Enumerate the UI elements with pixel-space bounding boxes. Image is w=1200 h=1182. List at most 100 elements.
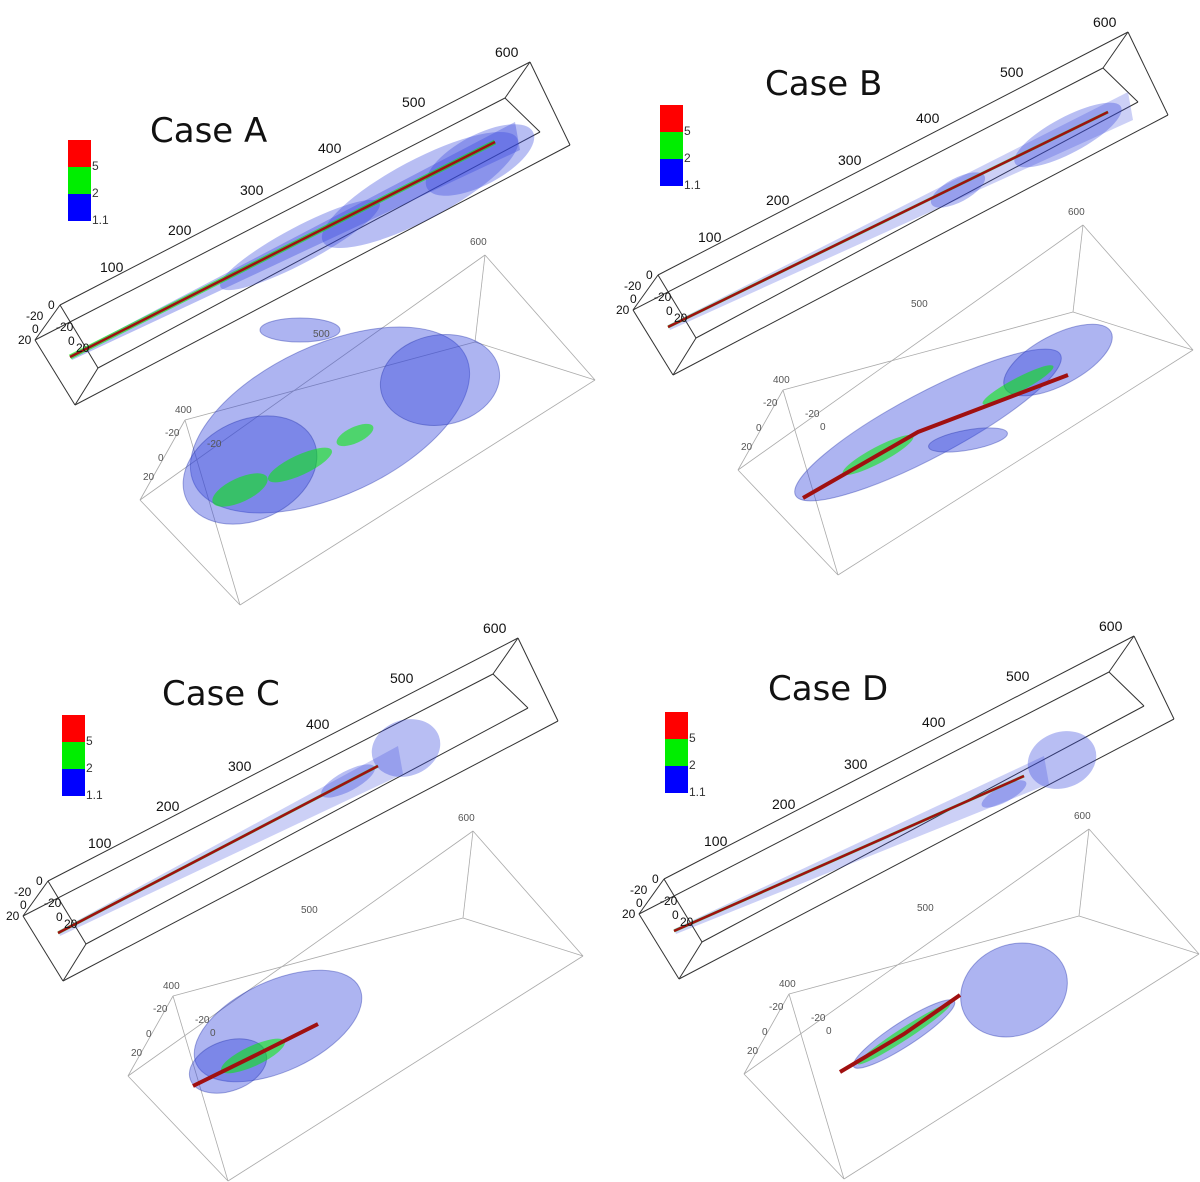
box-edge bbox=[657, 274, 697, 339]
isosurface-high bbox=[69, 140, 496, 359]
axis-tick-label: 0 bbox=[630, 292, 637, 306]
case-title: Case D bbox=[768, 669, 888, 709]
axis-tick-label: 600 bbox=[495, 44, 519, 60]
isosurface-mid bbox=[336, 423, 374, 447]
color-legend: 521.1 bbox=[62, 715, 103, 802]
axis-tick-label: -20 bbox=[763, 398, 778, 409]
box-edge bbox=[34, 304, 61, 341]
box-edge bbox=[638, 878, 665, 915]
axis-tick-label: 100 bbox=[100, 259, 124, 275]
axis-tick-label: 200 bbox=[156, 798, 180, 814]
axis-tick-label: 200 bbox=[168, 222, 192, 238]
axis-tick-label: 20 bbox=[64, 917, 78, 931]
box-edge bbox=[492, 637, 519, 675]
axis-tick-label: 20 bbox=[18, 333, 32, 347]
axis-tick-label: -20 bbox=[811, 1013, 826, 1024]
box-edge bbox=[172, 917, 464, 997]
lower-plume bbox=[794, 323, 1113, 502]
axis-tick-label: 500 bbox=[1006, 668, 1030, 684]
upper-box bbox=[22, 637, 559, 982]
box-edge bbox=[74, 144, 571, 406]
box-edge bbox=[1133, 635, 1175, 720]
lower-box bbox=[127, 830, 584, 1182]
box-edge bbox=[227, 955, 584, 1182]
axis-tick-label: 0 bbox=[210, 1028, 216, 1039]
box-edge bbox=[474, 341, 596, 381]
axis-tick-label: 400 bbox=[773, 375, 790, 386]
axis-tick-label: 100 bbox=[88, 835, 112, 851]
box-edge bbox=[1072, 224, 1084, 313]
isosurface-low bbox=[259, 317, 341, 343]
box-edge bbox=[462, 917, 584, 957]
axis-tick-label: -20 bbox=[195, 1015, 210, 1026]
lower-plume bbox=[182, 317, 501, 525]
box-edge bbox=[737, 469, 839, 576]
box-edge bbox=[1108, 671, 1145, 707]
axis-tick-label: 20 bbox=[747, 1046, 759, 1057]
axis-tick-label: 500 bbox=[911, 299, 928, 310]
axis-tick-label: 0 bbox=[646, 268, 653, 282]
axis-tick-label: 600 bbox=[1068, 207, 1085, 218]
legend-label: 2 bbox=[86, 761, 93, 775]
axis-tick-label: 300 bbox=[838, 152, 862, 168]
axis-tick-label: 500 bbox=[917, 903, 934, 914]
axis-tick-label: 0 bbox=[826, 1026, 832, 1037]
box-edge bbox=[504, 97, 541, 133]
box-edge bbox=[701, 705, 1145, 943]
box-edge bbox=[22, 880, 49, 917]
box-edge bbox=[34, 97, 506, 341]
axis-tick-label: 400 bbox=[922, 714, 946, 730]
box-edge bbox=[62, 720, 559, 982]
box-edge bbox=[638, 913, 680, 980]
legend-label: 5 bbox=[86, 734, 93, 748]
axis-tick-label: 400 bbox=[916, 110, 940, 126]
legend-swatch bbox=[68, 194, 91, 221]
legend-label: 1.1 bbox=[684, 178, 701, 192]
isosurface-low bbox=[960, 942, 1068, 1038]
box-edge bbox=[97, 131, 541, 369]
box-edge bbox=[184, 419, 241, 606]
box-edge bbox=[1108, 635, 1135, 673]
box-edge bbox=[678, 718, 1175, 980]
box-edge bbox=[74, 367, 99, 406]
box-edge bbox=[184, 341, 476, 421]
axis-tick-label: 20 bbox=[622, 907, 636, 921]
legend-swatch bbox=[68, 140, 91, 167]
upper-plume bbox=[673, 731, 1097, 934]
box-edge bbox=[492, 673, 529, 709]
box-edge bbox=[1127, 31, 1169, 116]
box-edge bbox=[504, 61, 531, 99]
box-edge bbox=[743, 993, 790, 1075]
box-edge bbox=[657, 31, 1129, 276]
box-edge bbox=[472, 830, 584, 957]
box-edge bbox=[517, 637, 559, 722]
box-edge bbox=[743, 1073, 845, 1180]
legend-swatch bbox=[660, 105, 683, 132]
box-edge bbox=[34, 339, 76, 406]
isosurface-high bbox=[57, 764, 379, 935]
box-edge bbox=[59, 61, 531, 306]
axis-tick-label: -20 bbox=[56, 320, 74, 334]
legend-swatch bbox=[665, 766, 688, 793]
legend-swatch bbox=[68, 167, 91, 194]
axis-tick-label: 200 bbox=[766, 192, 790, 208]
box-edge bbox=[782, 311, 1074, 391]
box-edge bbox=[127, 830, 474, 1077]
isosurface-low bbox=[379, 333, 501, 427]
axis-tick-label: 20 bbox=[143, 472, 155, 483]
axis-tick-label: 500 bbox=[1000, 64, 1024, 80]
legend-label: 2 bbox=[689, 758, 696, 772]
upper-box bbox=[632, 31, 1169, 376]
axis-tick-label: 400 bbox=[163, 981, 180, 992]
box-edge bbox=[737, 389, 784, 471]
box-edge bbox=[788, 915, 1080, 995]
isosurface-high bbox=[192, 1022, 319, 1088]
box-edge bbox=[678, 941, 703, 980]
axis-tick-label: 0 bbox=[762, 1027, 768, 1038]
axis-tick-label: 600 bbox=[1099, 618, 1123, 634]
box-edge bbox=[843, 953, 1200, 1180]
case-title: Case B bbox=[765, 64, 882, 104]
